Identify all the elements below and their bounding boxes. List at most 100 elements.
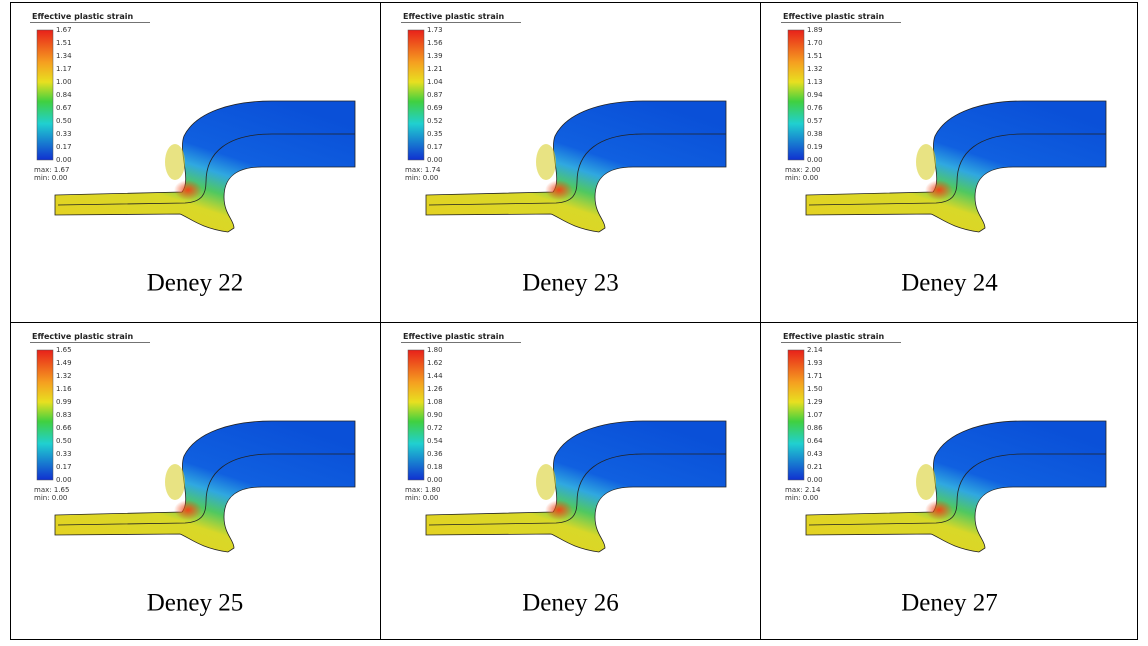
color-bar xyxy=(787,29,805,161)
legend-value: 1.56 xyxy=(427,39,443,47)
legend-value: 1.21 xyxy=(427,65,443,73)
caption: Deney 22 xyxy=(147,270,244,297)
legend-value: 1.08 xyxy=(427,398,443,406)
min-label: min: 0.00 xyxy=(785,494,818,502)
legend-value: 0.84 xyxy=(56,91,72,99)
legend-value: 0.94 xyxy=(807,91,823,99)
legend-value: 0.17 xyxy=(56,143,72,151)
legend-value: 0.99 xyxy=(56,398,72,406)
legend-value: 1.13 xyxy=(807,78,823,86)
cell: Effective plastic strain 1.73 1.56 1.39 1.21… xyxy=(401,12,727,297)
legend-value: 1.62 xyxy=(427,359,443,367)
legend-value: 1.39 xyxy=(427,52,443,60)
legend-title: Effective plastic strain xyxy=(783,332,885,341)
legend-value: 0.33 xyxy=(56,450,72,458)
color-bar xyxy=(407,349,425,481)
legend-value: 1.17 xyxy=(56,65,72,73)
max-label: max: 1.80 xyxy=(405,486,440,494)
legend-value: 0.38 xyxy=(807,130,823,138)
simulation-part xyxy=(54,420,356,553)
max-label: max: 2.00 xyxy=(785,166,820,174)
legend-value: 0.19 xyxy=(807,143,823,151)
legend-value: 0.00 xyxy=(427,476,443,484)
caption: Deney 26 xyxy=(522,590,619,617)
min-label: min: 0.00 xyxy=(405,174,438,182)
legend-value: 1.32 xyxy=(807,65,823,73)
legend-value: 0.69 xyxy=(427,104,443,112)
legend-value: 0.50 xyxy=(56,117,72,125)
caption: Deney 25 xyxy=(147,590,244,617)
max-label: max: 1.65 xyxy=(34,486,69,494)
legend-value: 0.36 xyxy=(427,450,443,458)
max-label: max: 1.74 xyxy=(405,166,441,174)
simulation-part xyxy=(425,100,727,233)
color-bar xyxy=(407,29,425,161)
min-label: min: 0.00 xyxy=(34,494,67,502)
legend-value: 0.35 xyxy=(427,130,443,138)
legend-value: 1.67 xyxy=(56,26,72,34)
color-bar xyxy=(36,29,54,161)
legend-value: 0.83 xyxy=(56,411,72,419)
legend-title: Effective plastic strain xyxy=(32,332,134,341)
legend-title: Effective plastic strain xyxy=(783,12,885,21)
min-label: min: 0.00 xyxy=(405,494,438,502)
legend-value: 1.04 xyxy=(427,78,443,86)
legend-title: Effective plastic strain xyxy=(403,12,505,21)
table-border xyxy=(10,2,1138,640)
legend-value: 0.66 xyxy=(56,424,72,432)
max-label: max: 2.14 xyxy=(785,486,821,494)
min-label: min: 0.00 xyxy=(785,174,818,182)
legend-value: 0.64 xyxy=(807,437,823,445)
legend-value: 0.17 xyxy=(56,463,72,471)
legend-value: 0.00 xyxy=(56,156,72,164)
legend-value: 0.54 xyxy=(427,437,443,445)
legend-value: 0.50 xyxy=(56,437,72,445)
caption: Deney 27 xyxy=(901,590,998,617)
legend-value: 0.90 xyxy=(427,411,443,419)
legend-value: 1.51 xyxy=(56,39,72,47)
color-bar xyxy=(787,349,805,481)
legend-value: 1.00 xyxy=(56,78,72,86)
legend-value: 1.32 xyxy=(56,372,72,380)
caption: Deney 24 xyxy=(901,270,998,297)
legend-value: 1.07 xyxy=(807,411,823,419)
legend-value: 1.50 xyxy=(807,385,823,393)
cell: Effective plastic strain 1.65 1.49 1.32 1.16… xyxy=(30,332,356,617)
legend-value: 2.14 xyxy=(807,346,823,354)
legend-value: 0.87 xyxy=(427,91,443,99)
cell: Effective plastic strain 2.14 1.93 1.71 1.50… xyxy=(781,332,1107,617)
legend-value: 0.33 xyxy=(56,130,72,138)
legend-value: 0.18 xyxy=(427,463,443,471)
max-label: max: 1.67 xyxy=(34,166,69,174)
legend-value: 0.00 xyxy=(807,476,823,484)
legend-value: 0.17 xyxy=(427,143,443,151)
simulation-part xyxy=(54,100,356,233)
legend-value: 0.57 xyxy=(807,117,823,125)
legend-value: 0.00 xyxy=(807,156,823,164)
legend-value: 1.71 xyxy=(807,372,823,380)
legend-value: 0.00 xyxy=(56,476,72,484)
legend-value: 1.26 xyxy=(427,385,443,393)
legend-value: 1.44 xyxy=(427,372,443,380)
legend-value: 1.93 xyxy=(807,359,823,367)
legend-value: 1.51 xyxy=(807,52,823,60)
legend-value: 1.49 xyxy=(56,359,72,367)
legend-value: 1.29 xyxy=(807,398,823,406)
legend-title: Effective plastic strain xyxy=(32,12,134,21)
legend-value: 0.43 xyxy=(807,450,823,458)
legend-value: 0.21 xyxy=(807,463,823,471)
simulation-part xyxy=(805,100,1107,233)
legend-title: Effective plastic strain xyxy=(403,332,505,341)
simulation-part xyxy=(425,420,727,553)
color-bar xyxy=(36,349,54,481)
legend-value: 0.76 xyxy=(807,104,823,112)
cell: Effective plastic strain 1.89 1.70 1.51 1.32… xyxy=(781,12,1107,297)
caption: Deney 23 xyxy=(522,270,619,297)
legend-value: 1.70 xyxy=(807,39,823,47)
min-label: min: 0.00 xyxy=(34,174,67,182)
legend-value: 0.67 xyxy=(56,104,72,112)
legend-value: 1.16 xyxy=(56,385,72,393)
legend-value: 1.89 xyxy=(807,26,823,34)
legend-value: 1.80 xyxy=(427,346,443,354)
